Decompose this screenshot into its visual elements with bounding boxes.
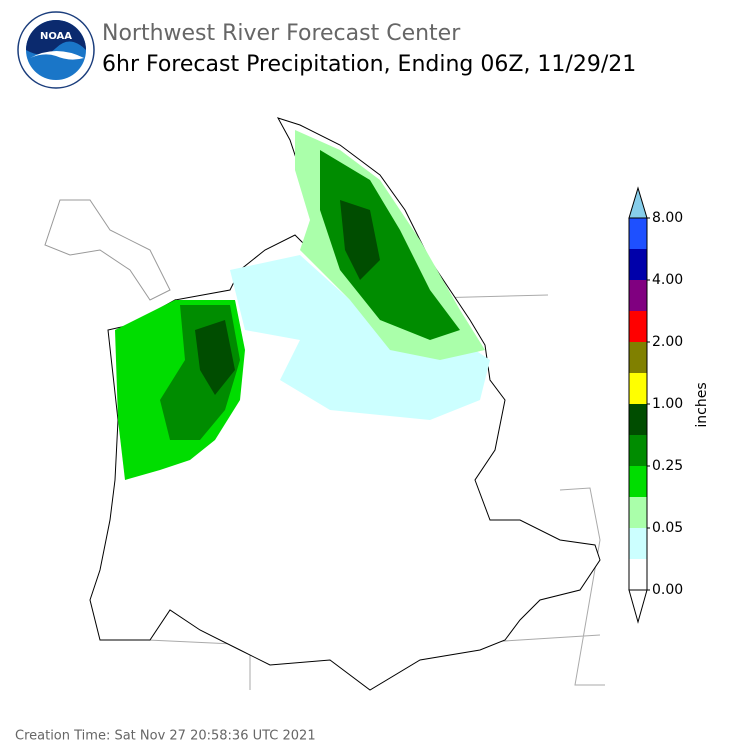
colorbar-segment [629,466,647,497]
title: 6hr Forecast Precipitation, Ending 06Z, … [102,52,636,77]
colorbar-segment [629,249,647,280]
colorbar-tick-label: 0.25 [652,458,683,474]
colorbar-tick-label: 2.00 [652,334,683,350]
logo-text: NOAA [40,31,72,42]
precip-heavier [160,150,460,440]
colorbar-segment [629,528,647,559]
creation-time: Creation Time: Sat Nov 27 20:58:36 UTC 2… [15,729,316,744]
colorbar-arrow-top [628,186,648,219]
colorbar-tick-label: 8.00 [652,210,683,226]
precip-heaviest [195,200,380,395]
colorbar: 8.00 4.00 2.00 1.00 0.25 0.05 0.00 [628,186,683,624]
colorbar-tick-label: 4.00 [652,272,683,288]
colorbar-segment [629,373,647,404]
precip-light [230,255,490,420]
colorbar-tick-label: 0.00 [652,582,683,598]
colorbar-segment [629,497,647,528]
colorbar-segment [629,311,647,342]
logo-sky [26,20,86,55]
colorbar-tick-label: 1.00 [652,396,683,412]
map [44,117,605,691]
colorbar-segment [629,280,647,311]
coastline [44,199,171,301]
colorbar-tick-label: 0.05 [652,520,683,536]
colorbar-segment [629,435,647,466]
colorbar-segment [629,559,647,590]
noaa-logo: NOAA [17,11,95,89]
colorbar-segment [629,218,647,249]
organization: Northwest River Forecast Center [102,21,461,46]
logo-bird [30,51,84,60]
colorbar-label: inches [694,382,710,427]
colorbar-arrow-bottom [628,589,648,624]
colorbar-segment [629,404,647,435]
colorbar-segment [629,342,647,373]
